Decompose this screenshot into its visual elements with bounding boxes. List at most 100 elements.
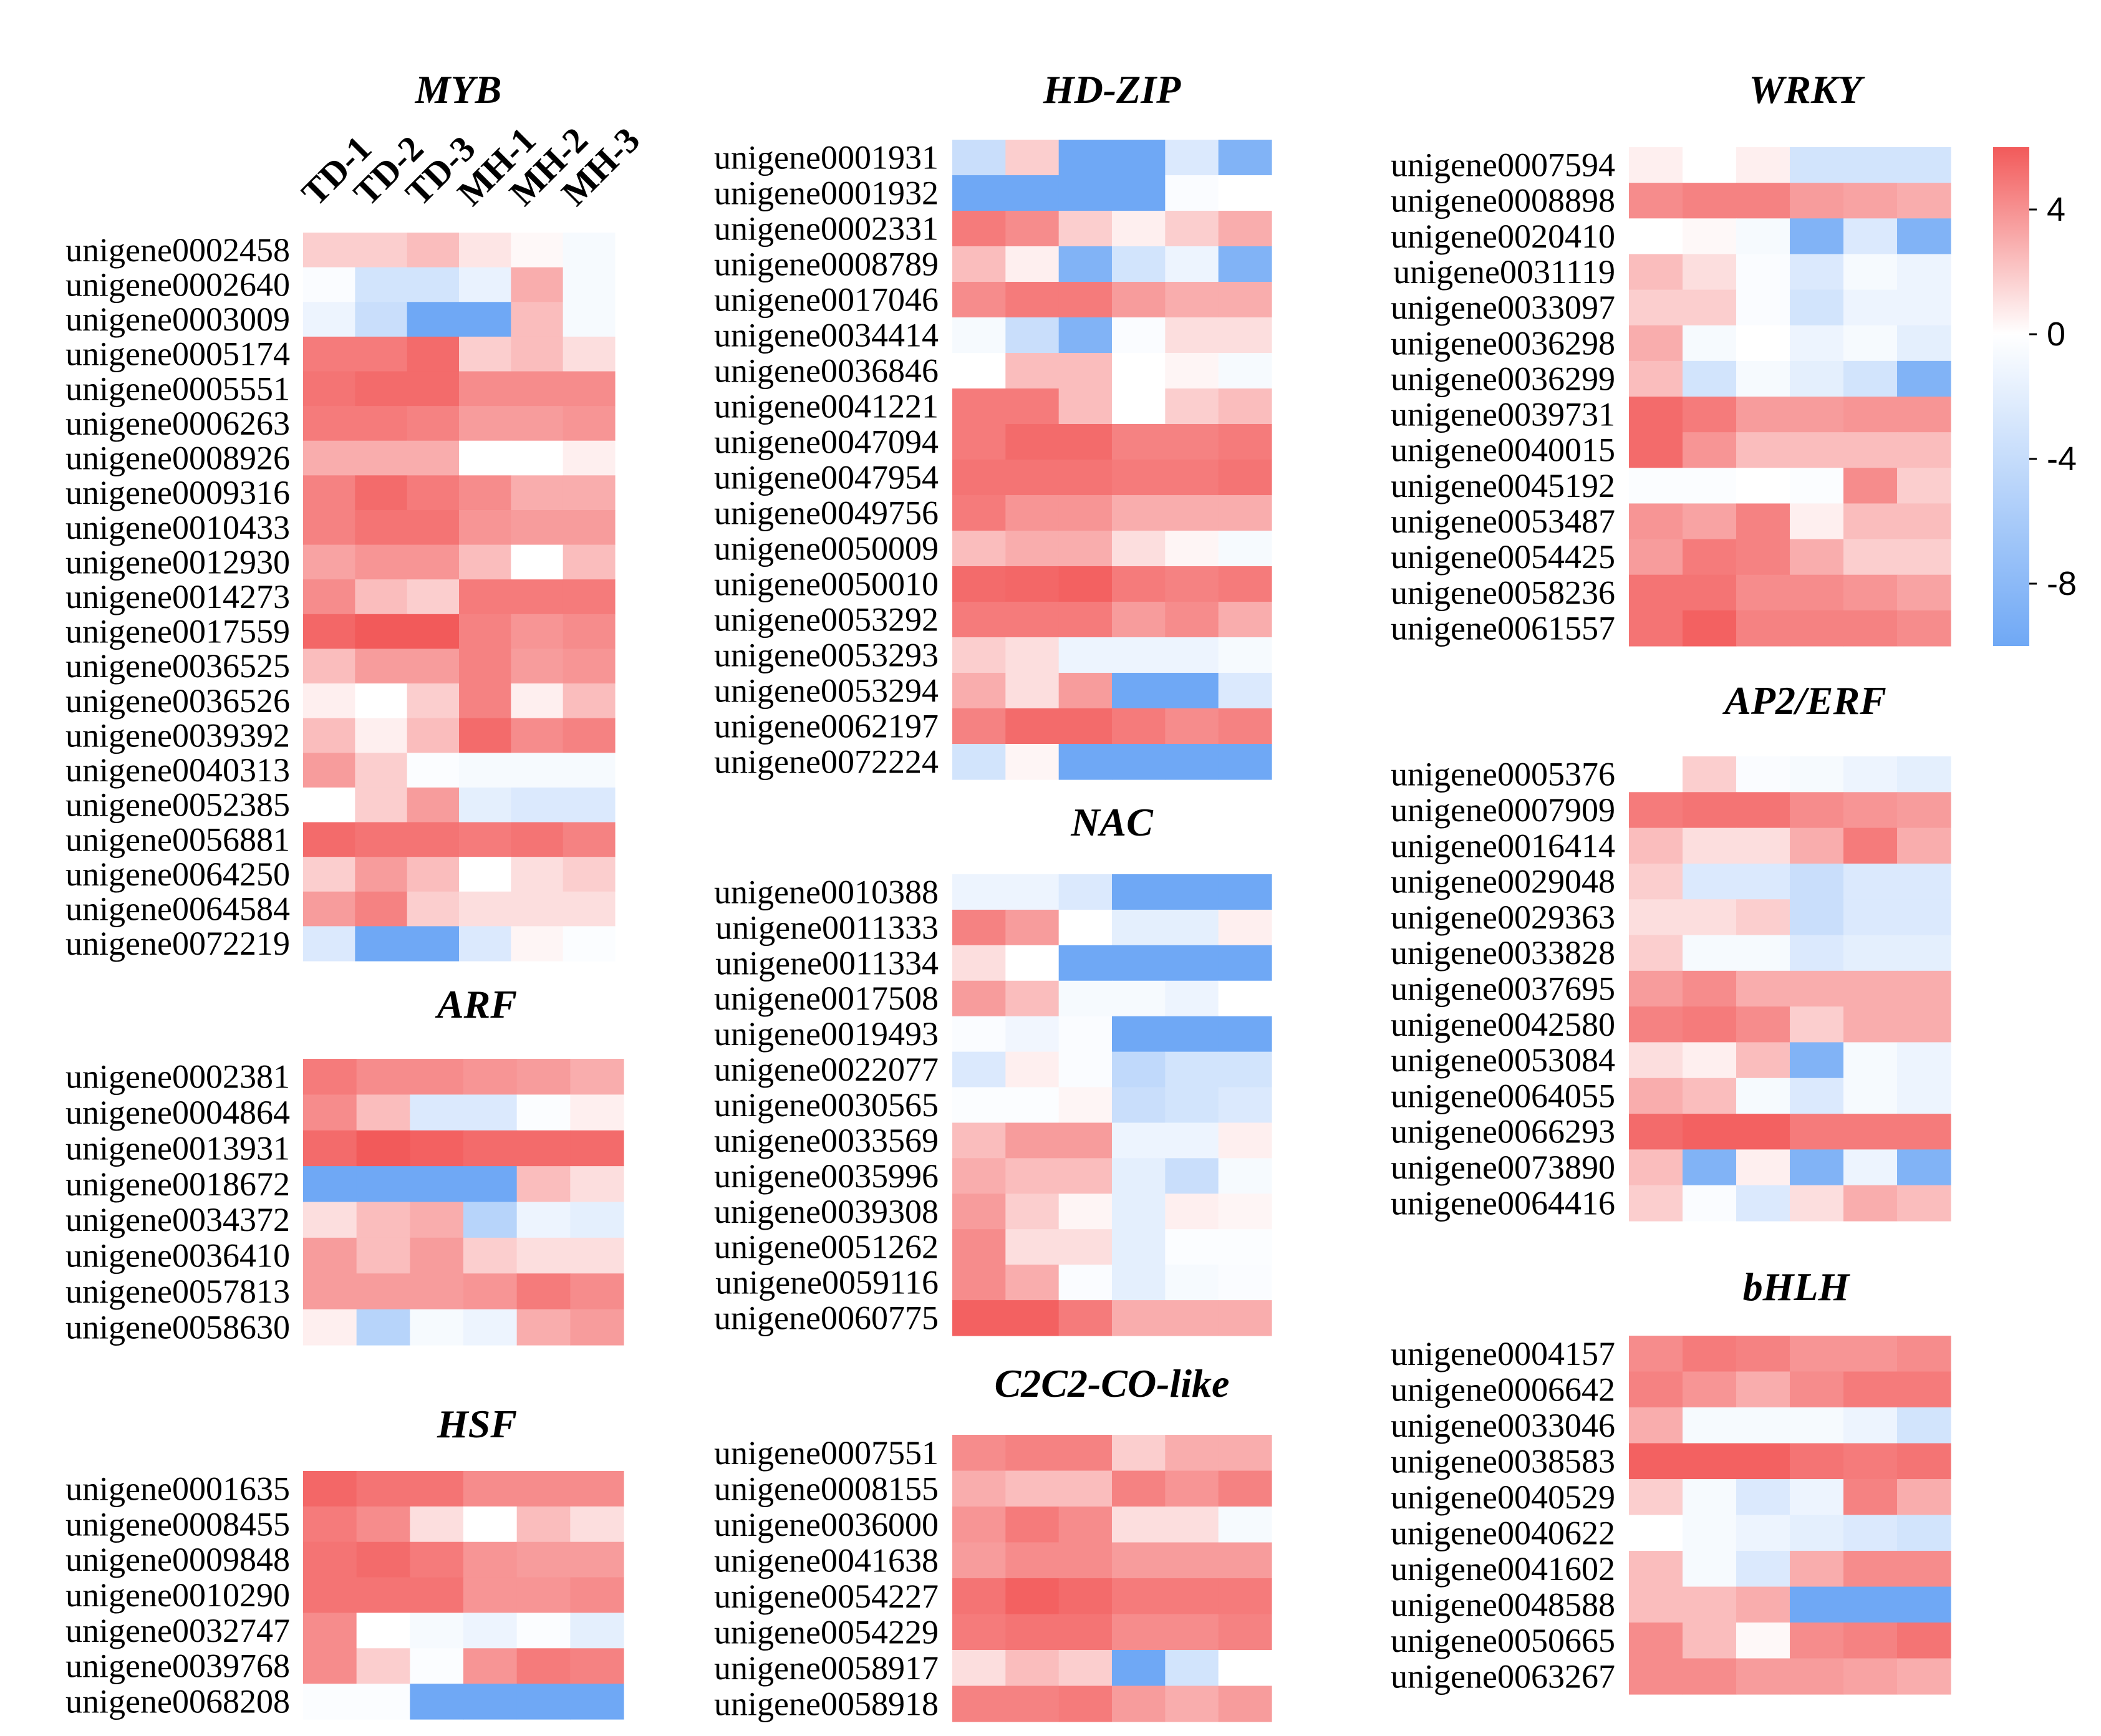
- row-label: unigene0011334: [715, 944, 939, 981]
- row-label: unigene0014273: [65, 578, 290, 615]
- heatmap-cell: [1218, 874, 1272, 910]
- heatmap-cell: [952, 246, 1006, 282]
- heatmap-cell: [463, 1166, 518, 1203]
- heatmap-cell: [952, 175, 1006, 211]
- heatmap-cell: [1218, 945, 1272, 981]
- heatmap-cell: [563, 614, 616, 650]
- heatmap-cell: [516, 1094, 571, 1131]
- heatmap-cell: [1218, 744, 1272, 780]
- heatmap-cell: [459, 267, 511, 302]
- heatmap-cell: [1629, 610, 1683, 647]
- row-label: unigene0047094: [714, 423, 939, 461]
- heatmap-cell: [303, 1237, 357, 1274]
- heatmap-cell: [459, 857, 511, 892]
- heatmap-cell: [1629, 1479, 1683, 1516]
- heatmap-cell: [1165, 140, 1219, 176]
- heatmap-cell: [1058, 1435, 1113, 1472]
- heatmap-cell: [563, 649, 616, 684]
- heatmap-cell: [1165, 388, 1219, 425]
- heatmap-cell: [1165, 246, 1219, 282]
- heatmap-cell: [1790, 1114, 1844, 1150]
- heatmap-cell: [1843, 756, 1898, 793]
- heatmap-cell: [511, 787, 564, 823]
- heatmap-cell: [1629, 1336, 1683, 1372]
- heatmap-cell: [355, 579, 408, 615]
- row-label: unigene0017046: [714, 281, 939, 319]
- heatmap-cell: [1683, 792, 1737, 829]
- heatmap-cell: [1790, 1515, 1844, 1551]
- heatmap-cell: [463, 1059, 518, 1095]
- heatmap-cell: [410, 1577, 464, 1614]
- heatmap-cell: [407, 267, 460, 302]
- heatmap-cell: [1843, 183, 1898, 219]
- heatmap-cell: [356, 1577, 410, 1614]
- heatmap-cell: [1843, 468, 1898, 504]
- heatmap-cell: [407, 579, 460, 615]
- heatmap-cell: [1843, 1515, 1898, 1551]
- heatmap-cell: [1897, 1042, 1951, 1079]
- heatmap-cell: [1629, 360, 1683, 397]
- heatmap-cell: [459, 718, 511, 753]
- heatmap-cell: [1112, 1229, 1166, 1265]
- heatmap-cell: [1005, 1229, 1060, 1265]
- heatmap-cell: [1058, 1158, 1113, 1194]
- heatmap-cell: [1058, 460, 1113, 496]
- heatmap-cell: [1736, 970, 1790, 1007]
- heatmap-cell: [952, 1194, 1006, 1230]
- heatmap-cell: [1843, 1443, 1898, 1480]
- panel-title-nac: NAC: [1070, 800, 1154, 844]
- row-label: unigene0039308: [714, 1193, 939, 1230]
- row-label: unigene0009316: [65, 474, 290, 511]
- heatmap-cell: [1897, 574, 1951, 611]
- heatmap-cell: [1112, 1300, 1166, 1336]
- heatmap-cell: [1683, 863, 1737, 900]
- heatmap-cell: [1112, 909, 1166, 946]
- heatmap-cell: [303, 1577, 357, 1614]
- heatmap-cell: [1683, 432, 1737, 468]
- heatmap-cell: [1058, 211, 1113, 247]
- heatmap-cell: [1790, 756, 1844, 793]
- heatmap-cell: [1058, 140, 1113, 176]
- heatmap-cell: [407, 926, 460, 962]
- heatmap-cell: [563, 857, 616, 892]
- row-label: unigene0041221: [714, 388, 939, 425]
- heatmap-cell: [1058, 1194, 1113, 1230]
- heatmap-cell: [1790, 503, 1844, 540]
- heatmap-cell: [1790, 1407, 1844, 1444]
- row-label: unigene0054229: [714, 1613, 939, 1651]
- row-label: unigene0041638: [714, 1541, 939, 1579]
- heatmap-cell: [303, 649, 355, 684]
- row-label: unigene0036299: [1391, 360, 1615, 397]
- heatmap-cell: [1218, 246, 1272, 282]
- heatmap-cell: [1005, 388, 1060, 425]
- heatmap-cell: [1897, 360, 1951, 397]
- heatmap-cell: [570, 1094, 624, 1131]
- row-label: unigene0029363: [1391, 899, 1615, 936]
- row-label: unigene0011333: [715, 909, 939, 946]
- row-label: unigene0005376: [1391, 756, 1615, 793]
- heatmap-cell: [563, 753, 616, 788]
- heatmap-cell: [1683, 1078, 1737, 1114]
- heatmap-cell: [1005, 708, 1060, 745]
- heatmap-cell: [407, 614, 460, 650]
- heatmap-cell: [1112, 1614, 1166, 1651]
- heatmap-cell: [355, 857, 408, 892]
- heatmap-cell: [511, 509, 564, 546]
- row-label: unigene0036298: [1391, 324, 1615, 362]
- heatmap-cell: [356, 1166, 410, 1203]
- heatmap-cell: [1790, 468, 1844, 504]
- heatmap-cell: [1790, 610, 1844, 647]
- heatmap-cell: [1736, 1623, 1790, 1659]
- row-label: unigene0008155: [714, 1470, 939, 1507]
- heatmap-cell: [459, 822, 511, 857]
- heatmap-cell: [1843, 574, 1898, 611]
- heatmap-panel-myb: MYBunigene0002458unigene0002640unigene00…: [65, 67, 647, 962]
- heatmap-cell: [356, 1130, 410, 1167]
- heatmap-cell: [1683, 1586, 1737, 1623]
- heatmap-cell: [1058, 1507, 1113, 1543]
- row-label: unigene0054425: [1391, 538, 1615, 576]
- row-label: unigene0050665: [1391, 1622, 1615, 1659]
- heatmap-cell: [1736, 574, 1790, 611]
- heatmap-cell: [1058, 282, 1113, 318]
- heatmap-cell: [1683, 827, 1737, 864]
